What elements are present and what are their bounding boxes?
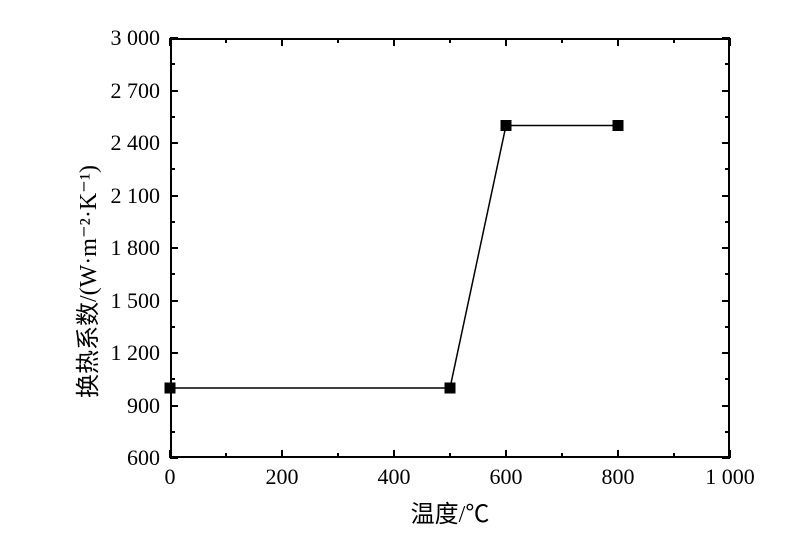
series-line: [170, 126, 618, 389]
y-tick-label: 3 000: [111, 25, 161, 51]
x-axis-label: 温度/℃: [411, 494, 490, 529]
y-tick-label: 600: [127, 445, 160, 471]
y-tick-label: 2 100: [111, 183, 161, 209]
x-tick-label: 800: [602, 464, 635, 490]
series-marker: [165, 383, 175, 393]
y-tick-label: 900: [127, 393, 160, 419]
series-marker: [445, 383, 455, 393]
plot-area: [170, 38, 730, 458]
x-tick-label: 200: [266, 464, 299, 490]
x-tick-label: 0: [165, 464, 176, 490]
y-tick-label: 1 800: [111, 235, 161, 261]
y-tick-label: 1 200: [111, 340, 161, 366]
y-tick-label: 2 400: [111, 130, 161, 156]
chart-container: 换热系数/(W·m⁻²·K⁻¹) 温度/℃ 0 200 400 600 800 1 000…: [30, 20, 780, 540]
y-tick-label: 1 500: [111, 288, 161, 314]
series-marker: [613, 121, 623, 131]
data-series: [170, 38, 730, 458]
x-tick-label: 400: [378, 464, 411, 490]
x-tick-label: 600: [490, 464, 523, 490]
y-tick-label: 2 700: [111, 78, 161, 104]
y-axis-label: 换热系数/(W·m⁻²·K⁻¹): [68, 165, 103, 398]
series-marker: [501, 121, 511, 131]
x-tick-label: 1 000: [705, 464, 755, 490]
